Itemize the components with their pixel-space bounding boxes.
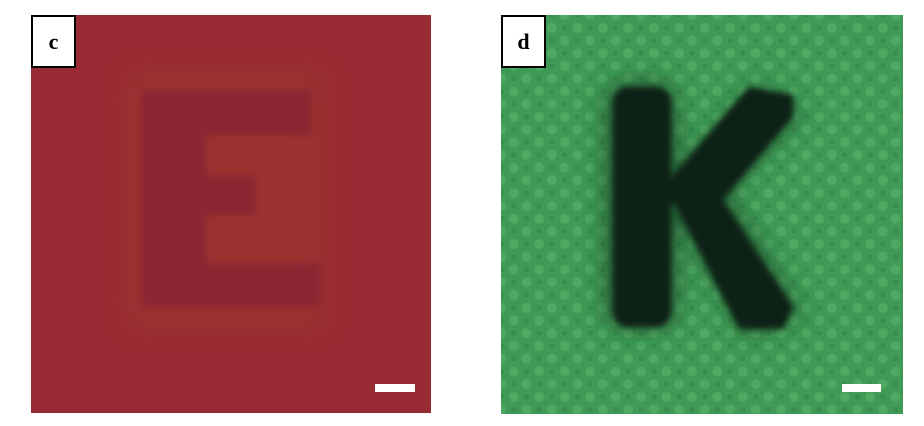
letter-k-shape [613, 87, 793, 329]
panel-c-image [31, 15, 431, 413]
panel-label-c: c [31, 15, 76, 68]
scale-bar-c [375, 384, 415, 392]
panel-d: d [501, 15, 903, 414]
panel-d-image [501, 15, 903, 414]
letter-e-shape [141, 90, 321, 307]
scale-bar-d [842, 384, 881, 392]
panel-c: c [31, 15, 431, 413]
panel-label-d: d [501, 15, 546, 68]
